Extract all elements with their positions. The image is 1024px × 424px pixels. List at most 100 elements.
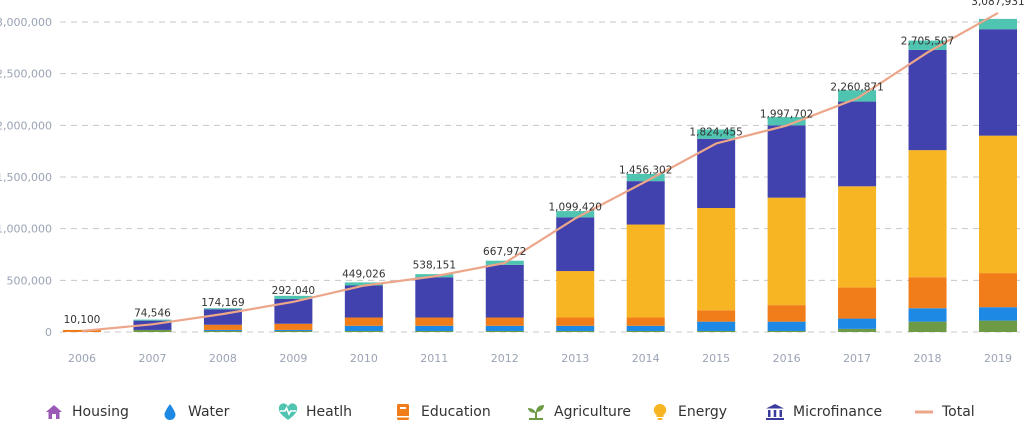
bar-segment-microfinance[interactable]	[344, 285, 383, 318]
bar-segment-education[interactable]	[274, 323, 313, 330]
bar-segment-education[interactable]	[979, 273, 1017, 308]
bar-segment-energy[interactable]	[767, 197, 806, 306]
bar-segment-heatlh[interactable]	[979, 18, 1017, 30]
bar-segment-heatlh[interactable]	[697, 129, 736, 139]
legend-item-water[interactable]: Water	[160, 400, 229, 424]
bar-segment-heatlh[interactable]	[344, 282, 383, 286]
legend-item-microfinance[interactable]: Microfinance	[765, 400, 882, 424]
bank-icon	[765, 402, 785, 422]
y-tick-label: 2,500,000	[0, 68, 52, 81]
bar-segment-education[interactable]	[626, 317, 665, 326]
total-data-label: 3,087,931	[971, 0, 1024, 8]
bar-segment-education[interactable]	[908, 277, 947, 309]
total-data-label: 74,546	[134, 307, 171, 319]
bar-segment-microfinance[interactable]	[908, 49, 947, 151]
bar-segment-water[interactable]	[556, 325, 595, 331]
bar-segment-water[interactable]	[415, 325, 454, 331]
bar-segment-heatlh[interactable]	[838, 90, 877, 102]
bar-segment-water[interactable]	[344, 325, 383, 331]
bar-segment-water[interactable]	[274, 329, 313, 331]
legend-label: Education	[421, 404, 491, 420]
bar-segment-energy[interactable]	[697, 208, 736, 311]
bar-segment-heatlh[interactable]	[274, 295, 313, 299]
legend-item-agriculture[interactable]: Agriculture	[526, 400, 631, 424]
bar-segment-microfinance[interactable]	[556, 217, 595, 272]
lightbulb-icon	[650, 402, 670, 422]
legend-label: Heatlh	[306, 404, 352, 420]
bar-segment-heatlh[interactable]	[767, 117, 806, 126]
bar-segment-water[interactable]	[485, 325, 524, 331]
bar-segment-microfinance[interactable]	[697, 138, 736, 208]
x-axis: 2006 2007 2008 2009 2010 2011 2012 2013 2014 2015…	[68, 352, 1012, 365]
bar-segment-agriculture[interactable]	[133, 329, 172, 332]
bar-segment-energy[interactable]	[838, 186, 877, 288]
total-data-label: 2,705,507	[901, 35, 954, 47]
legend-item-education[interactable]: Education	[393, 400, 491, 424]
bar-segment-education[interactable]	[767, 305, 806, 322]
x-tick-label: 2011	[420, 352, 448, 365]
legend-item-energy[interactable]: Energy	[650, 400, 727, 424]
legend-item-housing[interactable]: Housing	[44, 400, 129, 424]
bar-segment-microfinance[interactable]	[485, 264, 524, 318]
bar-segment-water[interactable]	[697, 321, 736, 331]
bar-segment-water[interactable]	[203, 329, 242, 331]
bar-segment-education[interactable]	[344, 317, 383, 326]
y-tick-label: 2,000,000	[0, 119, 52, 132]
bar-segment-microfinance[interactable]	[415, 277, 454, 318]
bar-segment-education[interactable]	[63, 329, 101, 332]
bar-segment-heatlh[interactable]	[556, 211, 595, 218]
legend-label: Housing	[72, 404, 129, 420]
bar-segment-agriculture[interactable]	[767, 330, 806, 332]
bar-segment-heatlh[interactable]	[908, 40, 947, 50]
bar-segment-agriculture[interactable]	[697, 330, 736, 332]
bar-segment-education[interactable]	[838, 287, 877, 319]
bar-segment-education[interactable]	[415, 317, 454, 326]
legend-label: Water	[188, 404, 230, 420]
bar-segment-agriculture[interactable]	[979, 320, 1017, 332]
total-labels: 10,100 74,546 174,169 292,040 449,026 538,151…	[64, 0, 1024, 326]
bar-segment-agriculture[interactable]	[485, 330, 524, 332]
bar-segment-heatlh[interactable]	[203, 308, 242, 310]
bar-segment-microfinance[interactable]	[838, 101, 877, 187]
bar-segment-agriculture[interactable]	[344, 330, 383, 332]
bar-segment-water[interactable]	[626, 325, 665, 331]
bar-segment-agriculture[interactable]	[908, 321, 947, 332]
legend-item-health[interactable]: Heatlh	[278, 400, 352, 424]
bar-segment-agriculture[interactable]	[415, 330, 454, 332]
x-tick-label: 2018	[914, 352, 942, 365]
bar-segment-energy[interactable]	[979, 135, 1017, 274]
bar-segment-agriculture[interactable]	[274, 330, 313, 332]
bar-segment-education[interactable]	[697, 310, 736, 322]
legend: Housing Water Heatlh Education Agricultu…	[0, 400, 1024, 424]
bar-segment-agriculture[interactable]	[838, 328, 877, 332]
bar-segment-heatlh[interactable]	[626, 173, 665, 182]
x-tick-label: 2008	[209, 352, 237, 365]
bar-segment-education[interactable]	[556, 317, 595, 326]
house-icon	[44, 402, 64, 422]
bar-segment-water[interactable]	[767, 321, 806, 331]
bar-segment-microfinance[interactable]	[979, 29, 1017, 136]
bar-segment-agriculture[interactable]	[626, 330, 665, 332]
total-data-label: 1,456,302	[619, 165, 672, 177]
legend-label: Agriculture	[554, 404, 631, 420]
bar-segment-energy[interactable]	[626, 224, 665, 318]
bar-segment-water[interactable]	[979, 307, 1017, 321]
line-icon	[914, 402, 934, 422]
bar-segment-water[interactable]	[908, 308, 947, 322]
x-tick-label: 2019	[984, 352, 1012, 365]
bar-segment-energy[interactable]	[556, 271, 595, 318]
bar-segment-water[interactable]	[838, 318, 877, 329]
y-tick-label: 1,500,000	[0, 171, 52, 184]
bar-segment-microfinance[interactable]	[767, 125, 806, 198]
y-axis: 0 500,000 1,000,000 1,500,000 2,000,000 2,500…	[0, 16, 52, 339]
bar-segment-education[interactable]	[203, 324, 242, 330]
legend-item-total[interactable]: Total	[914, 400, 975, 424]
bar-segment-agriculture[interactable]	[203, 330, 242, 332]
total-series-line	[81, 11, 999, 333]
bar-segment-energy[interactable]	[908, 150, 947, 278]
bar-segment-heatlh[interactable]	[133, 319, 172, 321]
total-data-label: 667,972	[483, 246, 526, 258]
bar-segment-education[interactable]	[485, 317, 524, 326]
total-data-label: 2,260,871	[830, 81, 883, 93]
bar-segment-agriculture[interactable]	[556, 330, 595, 332]
